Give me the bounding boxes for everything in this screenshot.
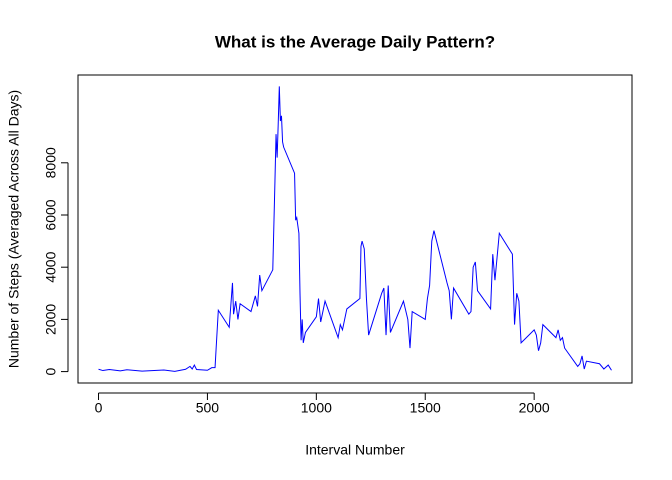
chart-title: What is the Average Daily Pattern?: [215, 32, 495, 51]
y-tick-label: 2000: [43, 304, 59, 335]
x-tick-label: 0: [95, 400, 103, 416]
x-axis-label: Interval Number: [305, 442, 405, 458]
plot-box: [77, 74, 633, 384]
x-tick-label: 2000: [519, 400, 550, 416]
y-tick-label: 8000: [43, 147, 59, 178]
x-tick-label: 1500: [410, 400, 441, 416]
y-tick-label: 0: [43, 367, 59, 375]
y-axis-label: Number of Steps (Averaged Across All Day…: [6, 90, 22, 368]
y-tick-label: 6000: [43, 199, 59, 230]
x-tick-label: 1000: [301, 400, 332, 416]
x-tick-label: 500: [196, 400, 220, 416]
series-line: [98, 86, 612, 372]
y-tick-label: 4000: [43, 251, 59, 282]
